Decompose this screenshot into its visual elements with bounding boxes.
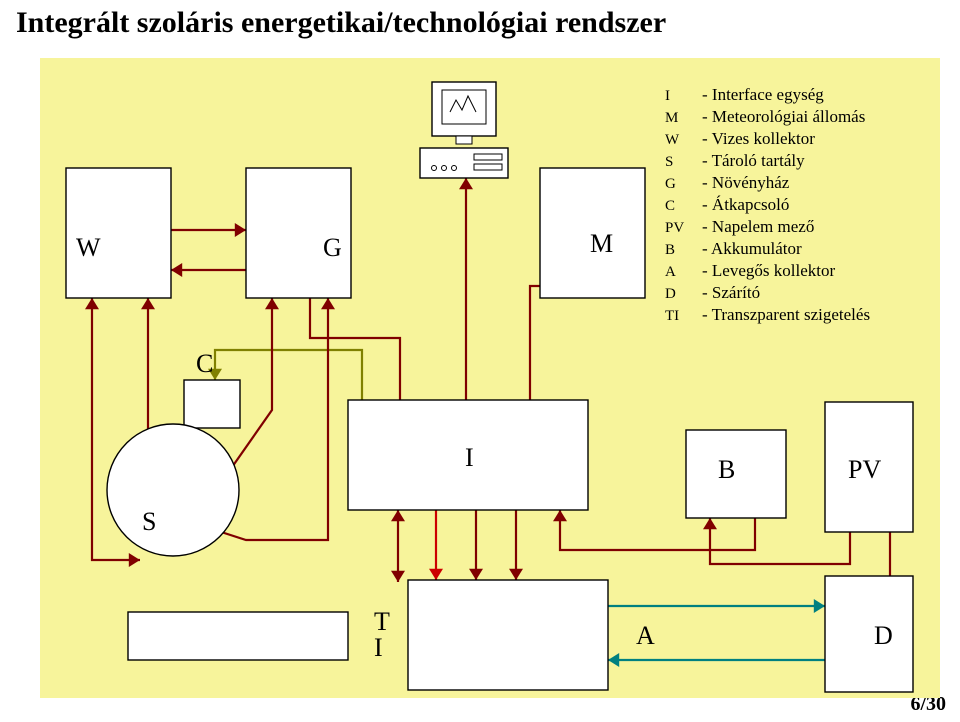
legend-text: - Szárító <box>702 283 760 302</box>
node-label-C: C <box>196 349 213 378</box>
node-D <box>825 576 913 692</box>
legend-symbol: S <box>665 154 673 170</box>
legend-symbol: D <box>665 286 676 302</box>
legend-text: - Transzparent szigetelés <box>702 305 870 324</box>
node-label-PV: PV <box>848 455 881 484</box>
legend-text: - Meteorológiai állomás <box>702 107 865 126</box>
node-label-B: B <box>718 455 735 484</box>
legend-text: - Levegős kollektor <box>702 261 835 280</box>
legend-symbol: M <box>665 110 678 126</box>
monitor-screen <box>442 90 486 124</box>
legend-text: - Átkapcsoló <box>702 195 789 214</box>
pc-case <box>420 148 508 178</box>
node-label-S: S <box>142 507 156 536</box>
node-label-Abox: A <box>636 621 655 650</box>
node-label-TI: I <box>374 633 383 662</box>
legend-symbol: W <box>665 132 680 148</box>
legend-symbol: G <box>665 176 676 192</box>
node-B <box>686 430 786 518</box>
legend-text: - Tároló tartály <box>702 151 805 170</box>
legend-symbol: TI <box>665 308 679 324</box>
node-S <box>107 424 239 556</box>
legend-text: - Interface egység <box>702 85 824 104</box>
legend-text: - Vizes kollektor <box>702 129 815 148</box>
legend-text: - Napelem mező <box>702 217 814 236</box>
node-label-W: W <box>76 233 101 262</box>
node-C <box>184 380 240 428</box>
legend-text: - Akkumulátor <box>702 239 802 258</box>
node-Abox <box>408 580 608 690</box>
legend-symbol: PV <box>665 220 684 236</box>
node-label-TI: T <box>374 607 390 636</box>
node-TI <box>128 612 348 660</box>
node-label-I: I <box>465 443 474 472</box>
diagram-canvas: WGMCSIBPVTIADI- Interface egységM- Meteo… <box>0 0 960 722</box>
node-label-D: D <box>874 621 893 650</box>
legend-symbol: A <box>665 264 676 280</box>
legend-symbol: I <box>665 88 670 104</box>
legend-text: - Növényház <box>702 173 790 192</box>
monitor-stand <box>456 136 472 144</box>
legend-symbol: B <box>665 242 675 258</box>
node-label-G: G <box>323 233 342 262</box>
legend-symbol: C <box>665 198 675 214</box>
node-label-M: M <box>590 229 613 258</box>
